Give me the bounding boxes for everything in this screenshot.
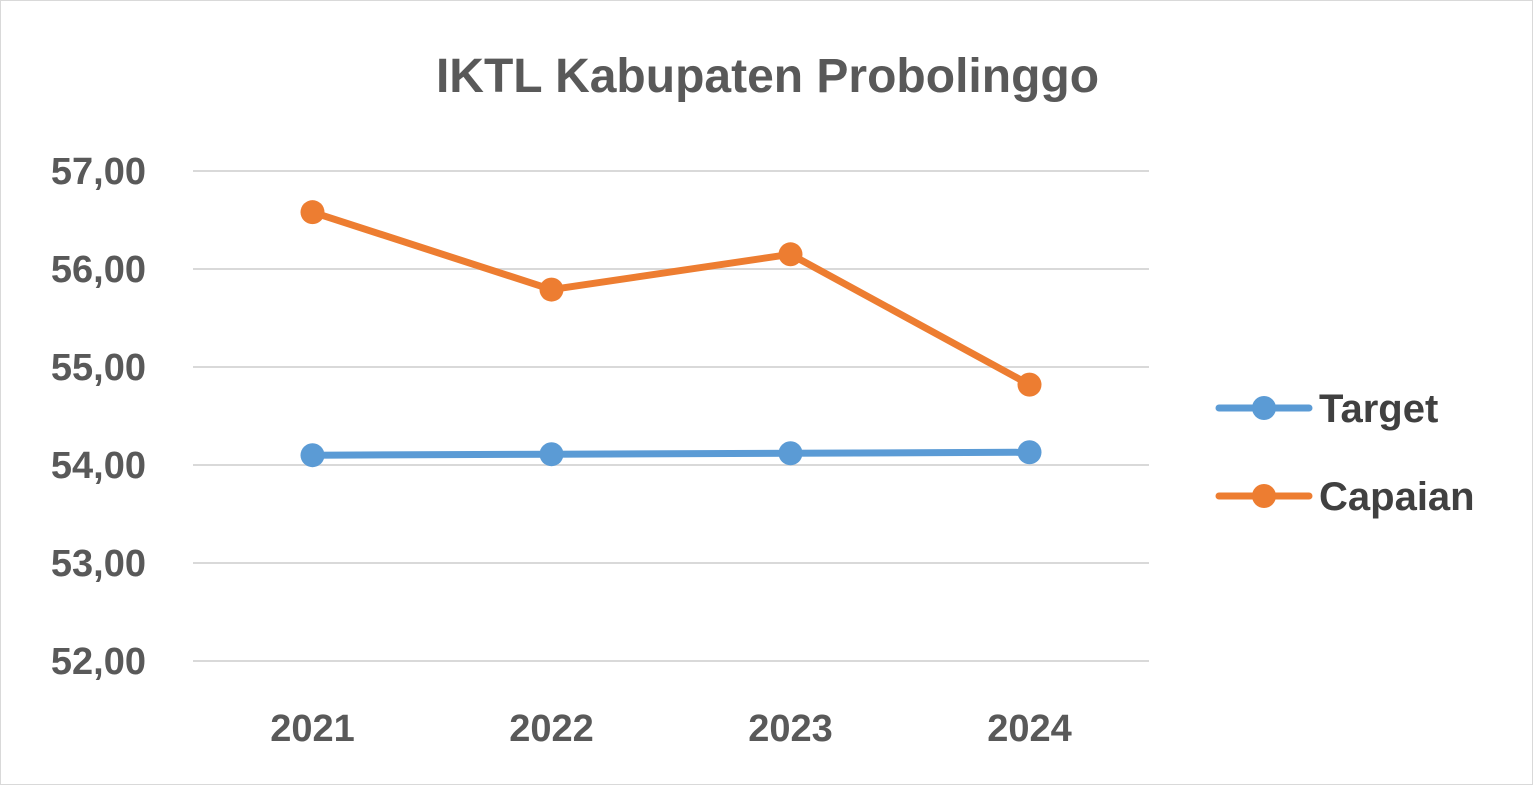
legend-label: Capaian xyxy=(1319,475,1475,519)
data-point xyxy=(778,441,803,466)
legend: Target Capaian xyxy=(1215,387,1475,519)
series-capaian xyxy=(300,200,1042,397)
legend-label: Target xyxy=(1319,387,1438,431)
data-point xyxy=(1017,372,1042,397)
x-tick-label: 2021 xyxy=(270,708,355,750)
data-point xyxy=(1017,440,1042,465)
series xyxy=(300,200,1042,468)
series-line xyxy=(309,208,1033,389)
data-point xyxy=(300,443,325,468)
y-axis: 52,00 53,00 54,00 55,00 56,00 57,00 xyxy=(51,151,146,683)
gridlines xyxy=(193,170,1149,662)
chart-title: IKTL Kabupaten Probolinggo xyxy=(435,50,1100,103)
data-point xyxy=(300,200,325,225)
y-tick-label: 56,00 xyxy=(51,249,146,291)
legend-marker xyxy=(1252,484,1276,508)
x-axis: 2021 2022 2023 2024 xyxy=(270,708,1072,750)
y-tick-label: 55,00 xyxy=(51,347,146,389)
y-tick-label: 52,00 xyxy=(51,641,146,683)
y-tick-label: 54,00 xyxy=(51,445,146,487)
legend-entry-capaian: Capaian xyxy=(1215,475,1475,519)
legend-marker xyxy=(1252,396,1276,420)
y-tick-label: 57,00 xyxy=(51,151,146,193)
x-tick-label: 2024 xyxy=(987,708,1072,750)
legend-entry-target: Target xyxy=(1215,387,1438,431)
data-point xyxy=(539,442,564,467)
series-target xyxy=(300,440,1042,468)
data-point xyxy=(539,277,564,302)
data-point xyxy=(778,242,803,267)
y-tick-label: 53,00 xyxy=(51,543,146,585)
x-tick-label: 2022 xyxy=(509,708,594,750)
x-tick-label: 2023 xyxy=(748,708,833,750)
series-line xyxy=(309,448,1033,459)
